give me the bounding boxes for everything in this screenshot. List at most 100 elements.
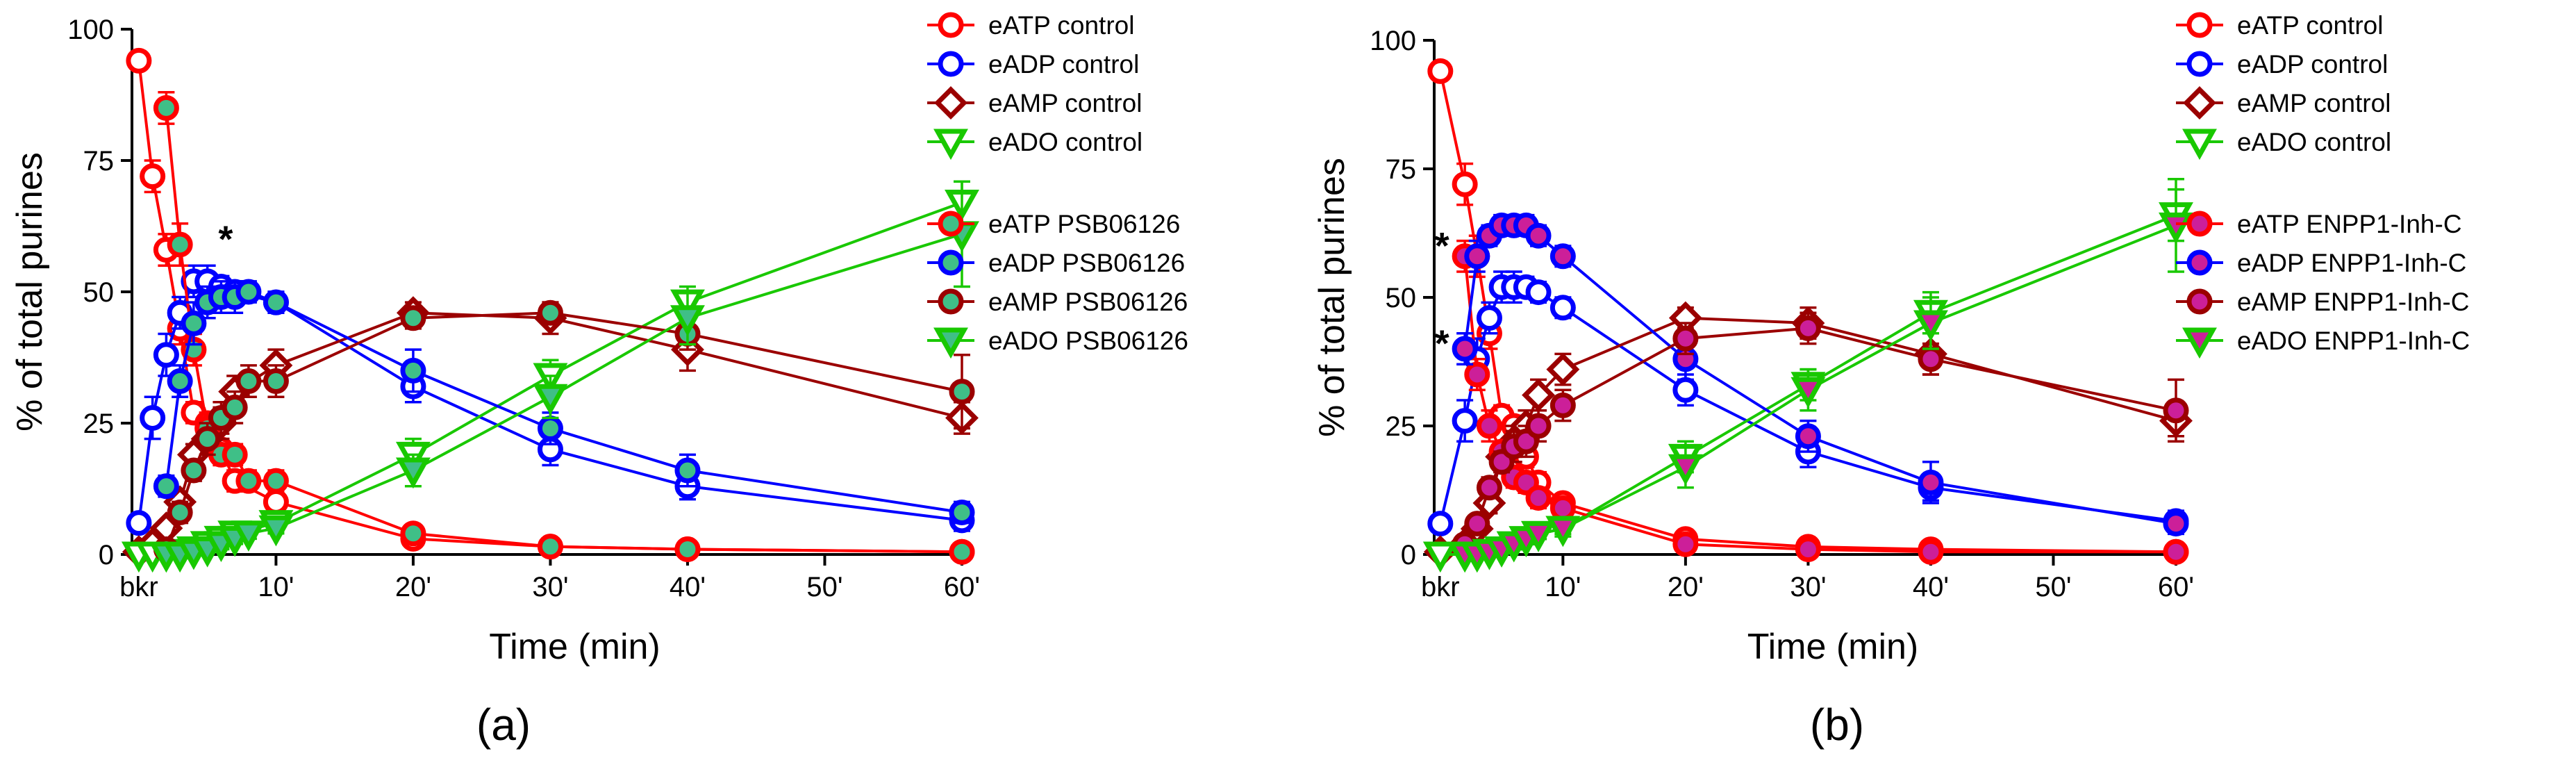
legend-label: eATP PSB06126 (988, 210, 1180, 238)
panel-label: (a) (476, 700, 531, 750)
data-point (1672, 531, 1699, 557)
legend-marker (938, 249, 964, 276)
legend-marker (938, 12, 964, 38)
legend-label: eADP control (2237, 50, 2388, 79)
data-point (670, 305, 705, 336)
legend-marker (2186, 288, 2213, 315)
data-point (537, 299, 563, 326)
legend-marker (2182, 129, 2217, 161)
data-point (533, 384, 568, 416)
x-tick-label: 10' (258, 572, 294, 602)
data-point (222, 441, 248, 468)
data-point (395, 457, 431, 489)
legend-label: eATP ENPP1-Inh-C (2237, 210, 2462, 238)
legend-label: eADO ENPP1-Inh-C (2237, 327, 2470, 355)
legend-entry: eADO control (927, 128, 1142, 161)
legend-entry: eADP control (2176, 50, 2388, 79)
data-point (235, 279, 262, 305)
data-point (1464, 243, 1490, 270)
y-tick-label: 75 (1386, 154, 1417, 185)
data-point (235, 368, 262, 395)
data-point (263, 289, 289, 315)
legend-label: eATP control (2237, 11, 2383, 40)
data-point (1918, 538, 1944, 565)
data-point (263, 468, 289, 494)
data-point (1795, 423, 1821, 450)
legend-label: eAMP control (988, 89, 1142, 117)
series-eamp-enpp1-inh-c (1452, 311, 2189, 557)
x-tick-label: 20' (1668, 572, 1704, 602)
legend-entry: eATP control (2176, 11, 2383, 40)
legend-entry: eATP PSB06126 (927, 210, 1180, 238)
data-point (1795, 536, 1821, 563)
x-tick-label: bkr (119, 572, 158, 602)
data-point (167, 500, 193, 526)
data-point (181, 310, 207, 336)
data-point (167, 231, 193, 258)
data-point (1549, 295, 1576, 321)
y-tick-label: 100 (67, 15, 114, 45)
x-tick-label: 60' (944, 572, 980, 602)
x-tick-label: 30' (1790, 572, 1826, 602)
legend-label: eADP ENPP1-Inh-C (2237, 249, 2466, 277)
legend-marker (2182, 327, 2217, 359)
series-eado-enpp1-inh-c (1447, 178, 2193, 573)
data-point (263, 488, 289, 515)
data-point (400, 305, 426, 331)
legend-label: eAMP PSB06126 (988, 288, 1188, 316)
legend-entry: eAMP ENPP1-Inh-C (2176, 288, 2470, 316)
y-tick-label: 25 (1386, 411, 1417, 442)
x-tick-label: 10' (1545, 572, 1581, 602)
data-point (1521, 520, 1556, 552)
data-point (2163, 511, 2189, 537)
data-point (1545, 516, 1581, 548)
legend-entry: eAMP PSB06126 (927, 288, 1188, 316)
data-point (1525, 279, 1552, 306)
x-tick-label: 40' (670, 572, 706, 602)
series-eadp-psb06126 (153, 279, 975, 526)
data-point (231, 520, 266, 552)
data-point (194, 426, 221, 452)
data-point (153, 94, 179, 121)
data-point (2159, 212, 2193, 244)
data-point (153, 473, 179, 500)
y-tick-label: 50 (1386, 283, 1417, 313)
data-point (1672, 377, 1699, 403)
data-point (1549, 495, 1576, 521)
data-point (400, 357, 426, 384)
data-point (537, 534, 563, 560)
data-point (1452, 336, 1478, 362)
data-point (1427, 58, 1454, 84)
data-point (1452, 171, 1478, 197)
data-point (1476, 413, 1502, 439)
legend-label: eADO control (988, 128, 1142, 156)
legend-entry: eADP PSB06126 (927, 249, 1185, 277)
legend-entry: eADP control (927, 50, 1139, 79)
panel-b: 0 25 50 75 100 bkr 10' 20' 30' 40' 50' 60' Time (min… (1312, 11, 2470, 750)
data-point (1525, 222, 1552, 249)
data-point (949, 379, 975, 405)
legend-entry: eADO ENPP1-Inh-C (2176, 327, 2470, 359)
data-point (1464, 361, 1490, 388)
x-tick-label: bkr (1421, 572, 1460, 602)
data-point (1672, 325, 1699, 352)
data-point (1549, 243, 1576, 270)
data-point (1525, 413, 1552, 439)
series-eatp-psb06126 (153, 90, 975, 565)
legend-marker (938, 51, 964, 77)
x-tick-label: 20' (395, 572, 431, 602)
series-eamp-psb06126 (153, 299, 975, 562)
y-tick-label: 75 (83, 146, 115, 176)
panel-label: (b) (1810, 700, 1864, 750)
data-point (1476, 475, 1502, 501)
legend-entry: eADO control (2176, 128, 2391, 161)
legend-label: eADO PSB06126 (988, 327, 1188, 355)
legend-label: eATP control (988, 11, 1134, 40)
data-point (1918, 469, 1944, 495)
significance-star: * (1435, 225, 1449, 267)
data-point (674, 457, 701, 484)
data-point (1668, 454, 1703, 486)
data-point (126, 510, 152, 536)
data-point (126, 47, 152, 74)
